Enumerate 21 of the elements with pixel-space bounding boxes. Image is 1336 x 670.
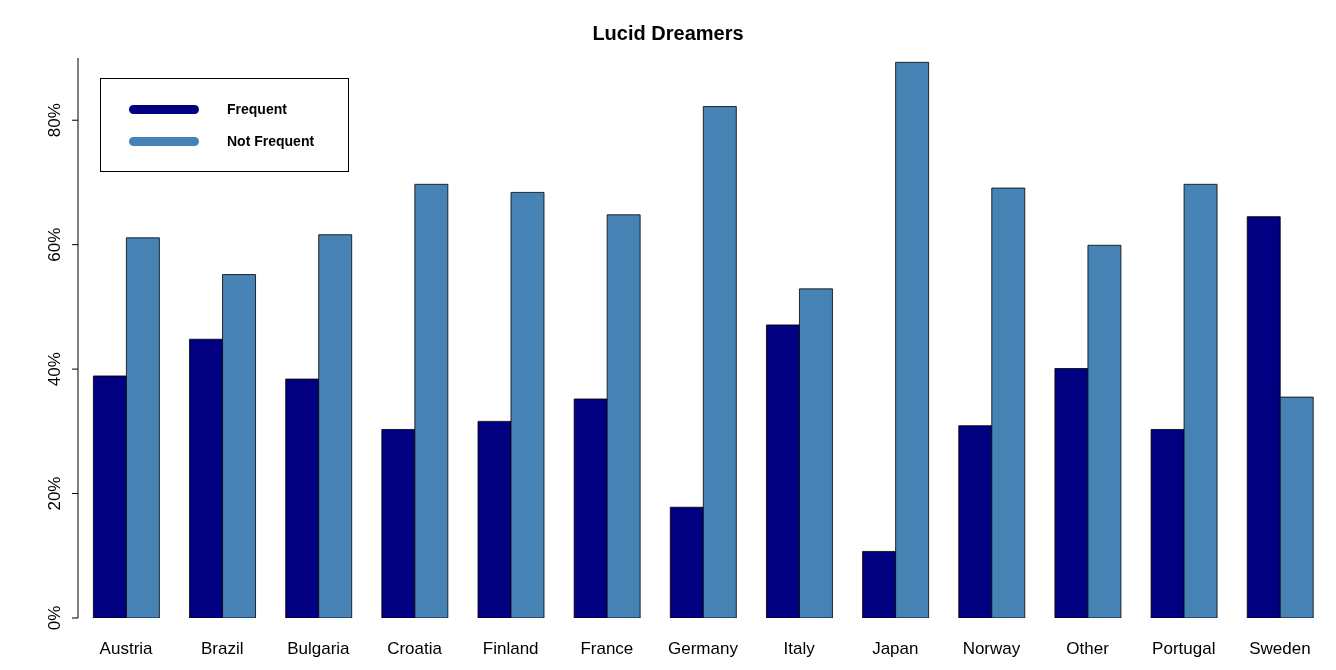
x-tick-label: Croatia (387, 639, 443, 659)
x-tick-label: Other (1066, 639, 1110, 659)
x-tick-label: Austria (99, 639, 154, 659)
x-tick-label: Portugal (1152, 639, 1216, 659)
legend-label: Not Frequent (227, 133, 315, 149)
x-tick-label: Brazil (200, 639, 244, 659)
x-tick-label: France (580, 639, 634, 659)
chart-title: Lucid Dreamers (591, 22, 745, 45)
y-tick-label: 20% (45, 476, 64, 511)
legend-label: Frequent (227, 101, 287, 117)
y-tick-label: 60% (45, 227, 64, 262)
x-tick-label: Germany (668, 639, 739, 659)
x-tick-label: Norway (962, 639, 1021, 659)
y-tick-label: 80% (45, 103, 64, 138)
x-tick-label: Finland (482, 639, 539, 659)
x-tick-label: Japan (872, 639, 919, 659)
x-tick-label: Italy (783, 639, 816, 659)
x-tick-label: Sweden (1249, 639, 1311, 659)
x-tick-label: Bulgaria (287, 639, 351, 659)
y-tick-label: 0% (45, 605, 64, 631)
y-tick-label: 40% (45, 352, 64, 387)
